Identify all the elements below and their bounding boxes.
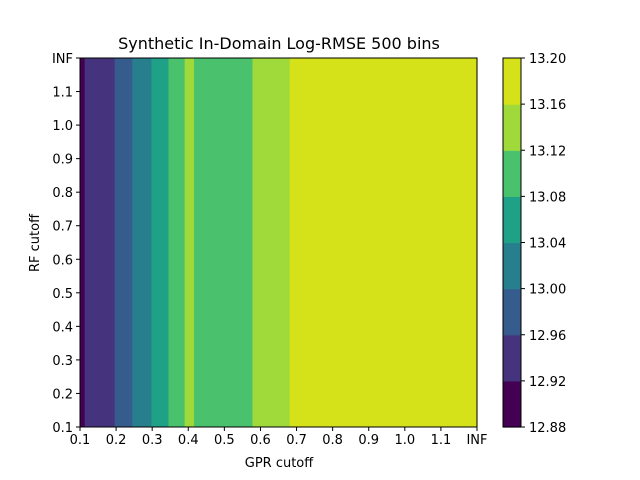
colorbar-ticks: 12.88 12.92 12.96 13.00 13.04 13.08 13.12 13.16…: [521, 52, 566, 436]
colorbar-tick-label: 13.00: [529, 283, 566, 298]
colorbar-tick-label: 13.08: [529, 190, 566, 205]
x-tick-label: 0.1: [70, 433, 91, 448]
colorbar-swatch: [503, 150, 521, 197]
contour-band-8: [194, 58, 254, 427]
x-tick-label: 0.7: [286, 433, 307, 448]
x-tick-label: 1.1: [431, 433, 452, 448]
x-tick-label: INF: [466, 433, 487, 448]
contour-band-7: [184, 58, 195, 427]
colorbar-swatch: [503, 104, 521, 151]
colorbar-swatch: [503, 242, 521, 290]
y-tick-label: 0.6: [52, 253, 73, 268]
x-axis: 0.1 0.2 0.3 0.4 0.5 0.6 0.7 0.8 0.9 1.0 1.1 INF: [70, 427, 488, 448]
y-tick-label: 0.7: [52, 220, 73, 235]
y-tick-label: 1.0: [52, 119, 73, 134]
y-axis-label: RF cutoff: [28, 213, 43, 272]
contour-band-4: [132, 58, 153, 427]
y-tick-label: INF: [52, 52, 73, 67]
contour-band-0: [80, 58, 86, 427]
x-tick-label: 0.3: [142, 433, 163, 448]
y-tick-label: 0.8: [52, 186, 73, 201]
colorbar-tick-label: 13.12: [529, 144, 566, 159]
contour-band-5: [151, 58, 170, 427]
x-tick-label: 0.9: [358, 433, 379, 448]
colorbar-tick-label: 13.04: [529, 237, 566, 252]
colorbar-tick-label: 12.92: [529, 375, 566, 390]
colorbar-swatch: [503, 196, 521, 244]
x-tick-label: 1.0: [394, 433, 415, 448]
contour-band-1: [84, 58, 91, 427]
contour-band-9: [252, 58, 291, 427]
contour-band-10: [289, 58, 478, 427]
colorbar-swatch: [503, 334, 521, 382]
chart-title: Synthetic In-Domain Log-RMSE 500 bins: [118, 34, 440, 53]
colorbar-swatch: [503, 288, 521, 336]
y-tick-label: 0.3: [52, 354, 73, 369]
contour-band-2: [90, 58, 116, 427]
x-tick-label: 0.2: [106, 433, 127, 448]
colorbar-tick-label: 12.96: [529, 329, 566, 344]
x-tick-label: 0.4: [178, 433, 199, 448]
contour-fill: [80, 58, 478, 427]
y-tick-label: 0.2: [52, 387, 73, 402]
contour-band-6: [168, 58, 186, 427]
colorbar-tick-label: 13.20: [529, 52, 566, 67]
y-tick-label: 0.4: [52, 320, 73, 335]
colorbar-swatch: [503, 58, 521, 105]
x-tick-label: 0.8: [322, 433, 343, 448]
contour-band-3: [114, 58, 133, 427]
y-tick-label: 0.5: [52, 287, 73, 302]
x-tick-label: 0.5: [214, 433, 235, 448]
y-tick-label: 0.9: [52, 153, 73, 168]
y-tick-label: 0.1: [52, 421, 73, 436]
colorbar-tick-label: 13.16: [529, 98, 566, 113]
x-tick-label: 0.6: [250, 433, 271, 448]
x-axis-label: GPR cutoff: [245, 456, 315, 471]
y-axis: 0.1 0.2 0.3 0.4 0.5 0.6 0.7 0.8 0.9 1.0 1.1 INF: [52, 52, 80, 436]
colorbar-swatch: [503, 380, 521, 428]
colorbar: [503, 58, 521, 428]
plot-frame: [79, 57, 478, 428]
y-tick-label: 1.1: [52, 86, 73, 101]
colorbar-tick-label: 12.88: [529, 421, 566, 436]
